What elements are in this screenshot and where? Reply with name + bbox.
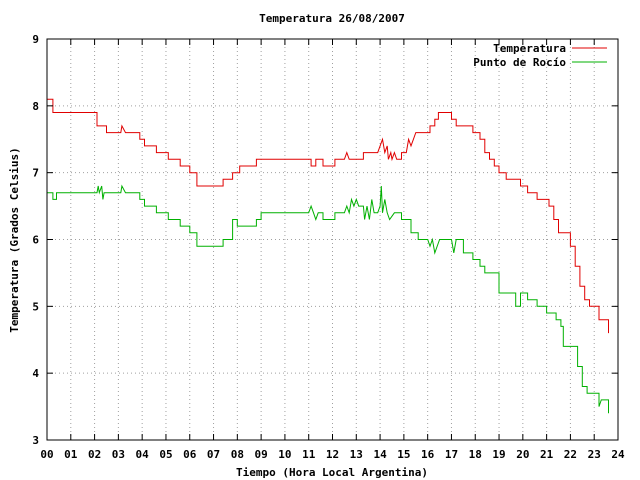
- x-tick-label: 08: [231, 448, 244, 461]
- series-line-punto-rocio: [47, 184, 609, 414]
- x-tick-label: 01: [64, 448, 78, 461]
- y-tick-labels: 3 4 5 6 7 8 9: [32, 33, 39, 447]
- x-tick-label: 14: [373, 448, 387, 461]
- x-tick-label: 13: [350, 448, 363, 461]
- x-tick-label: 17: [445, 448, 458, 461]
- y-tick-label: 5: [32, 300, 39, 313]
- x-tick-label: 20: [516, 448, 529, 461]
- x-tick-labels: 00 01 02 03 04 05 06 07 08 09 10 11 12 13 14 15 16 17 18 19…: [40, 448, 625, 461]
- x-tick-label: 23: [588, 448, 601, 461]
- series-layer: [47, 98, 609, 414]
- x-axis-label: Tiempo (Hora Local Argentina): [236, 466, 428, 479]
- x-tick-label: 12: [326, 448, 339, 461]
- x-tick-label: 21: [540, 448, 554, 461]
- x-tick-label: 11: [302, 448, 316, 461]
- x-tick-label: 24: [611, 448, 625, 461]
- x-tick-label: 22: [564, 448, 577, 461]
- y-tick-label: 6: [32, 234, 39, 247]
- x-tick-label: 16: [421, 448, 435, 461]
- legend-label-punto-rocio: Punto de Rocío: [473, 56, 566, 69]
- x-tick-label: 10: [278, 448, 291, 461]
- axis-ticks: [46, 38, 619, 441]
- y-tick-label: 8: [32, 100, 39, 113]
- x-tick-label: 18: [469, 448, 482, 461]
- y-tick-label: 3: [32, 434, 39, 447]
- y-tick-label: 4: [32, 367, 39, 380]
- x-tick-label: 05: [159, 448, 172, 461]
- chart-title: Temperatura 26/08/2007: [259, 12, 405, 25]
- y-tick-label: 7: [32, 167, 39, 180]
- y-tick-label: 9: [32, 33, 39, 46]
- x-tick-label: 07: [207, 448, 220, 461]
- x-tick-label: 09: [255, 448, 268, 461]
- x-tick-label: 00: [40, 448, 53, 461]
- legend-label-temperatura: Temperatura: [493, 42, 566, 55]
- x-tick-label: 19: [492, 448, 505, 461]
- x-tick-label: 02: [88, 448, 101, 461]
- x-tick-label: 03: [112, 448, 125, 461]
- y-axis-label: Temperatura (Grados Celsius): [8, 147, 21, 332]
- legend: Temperatura Punto de Rocío: [473, 42, 607, 69]
- x-tick-label: 06: [183, 448, 197, 461]
- x-tick-label: 04: [136, 448, 150, 461]
- series-line-temperatura: [47, 98, 609, 334]
- x-tick-label: 15: [397, 448, 410, 461]
